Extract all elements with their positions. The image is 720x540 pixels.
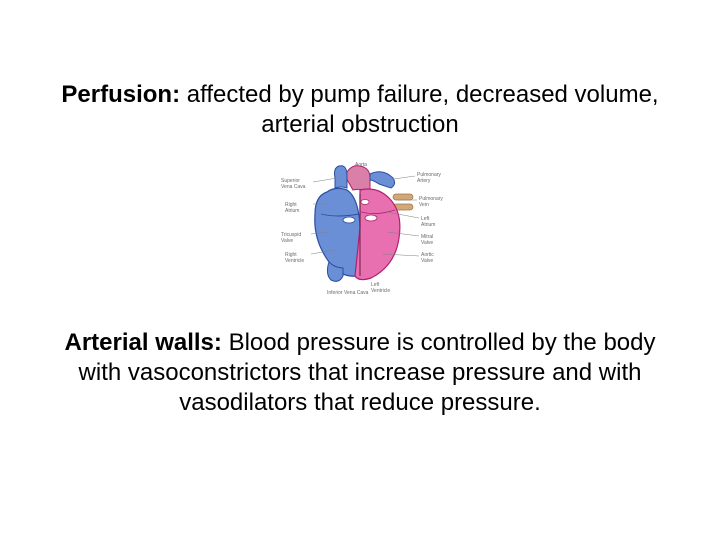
svg-text:Valve: Valve [421, 258, 433, 264]
svg-text:Valve: Valve [281, 238, 293, 244]
svg-text:Vena Cava: Vena Cava [281, 184, 306, 190]
arterial-paragraph: Arterial walls: Blood pressure is contro… [50, 328, 670, 418]
perfusion-paragraph: Perfusion: affected by pump failure, dec… [50, 80, 670, 140]
heart-diagram: Superior Vena Cava Right Atrium Tricuspi… [275, 158, 445, 298]
svg-text:Artery: Artery [417, 178, 431, 184]
perfusion-text: affected by pump failure, decreased volu… [180, 81, 659, 138]
svg-text:Atrium: Atrium [285, 208, 299, 214]
svg-text:Vein: Vein [419, 202, 429, 208]
perfusion-label: Perfusion: [61, 81, 180, 108]
svg-text:Inferior Vena Cava: Inferior Vena Cava [327, 290, 369, 296]
heart-svg: Superior Vena Cava Right Atrium Tricuspi… [275, 158, 445, 298]
svg-text:Atrium: Atrium [421, 222, 435, 228]
svg-text:Aorta: Aorta [355, 162, 367, 168]
arterial-label: Arterial walls: [65, 329, 222, 356]
svg-text:Valve: Valve [421, 240, 433, 246]
svg-text:Ventricle: Ventricle [371, 288, 390, 294]
svg-text:Ventricle: Ventricle [285, 258, 304, 264]
slide-content: Perfusion: affected by pump failure, dec… [0, 0, 720, 540]
